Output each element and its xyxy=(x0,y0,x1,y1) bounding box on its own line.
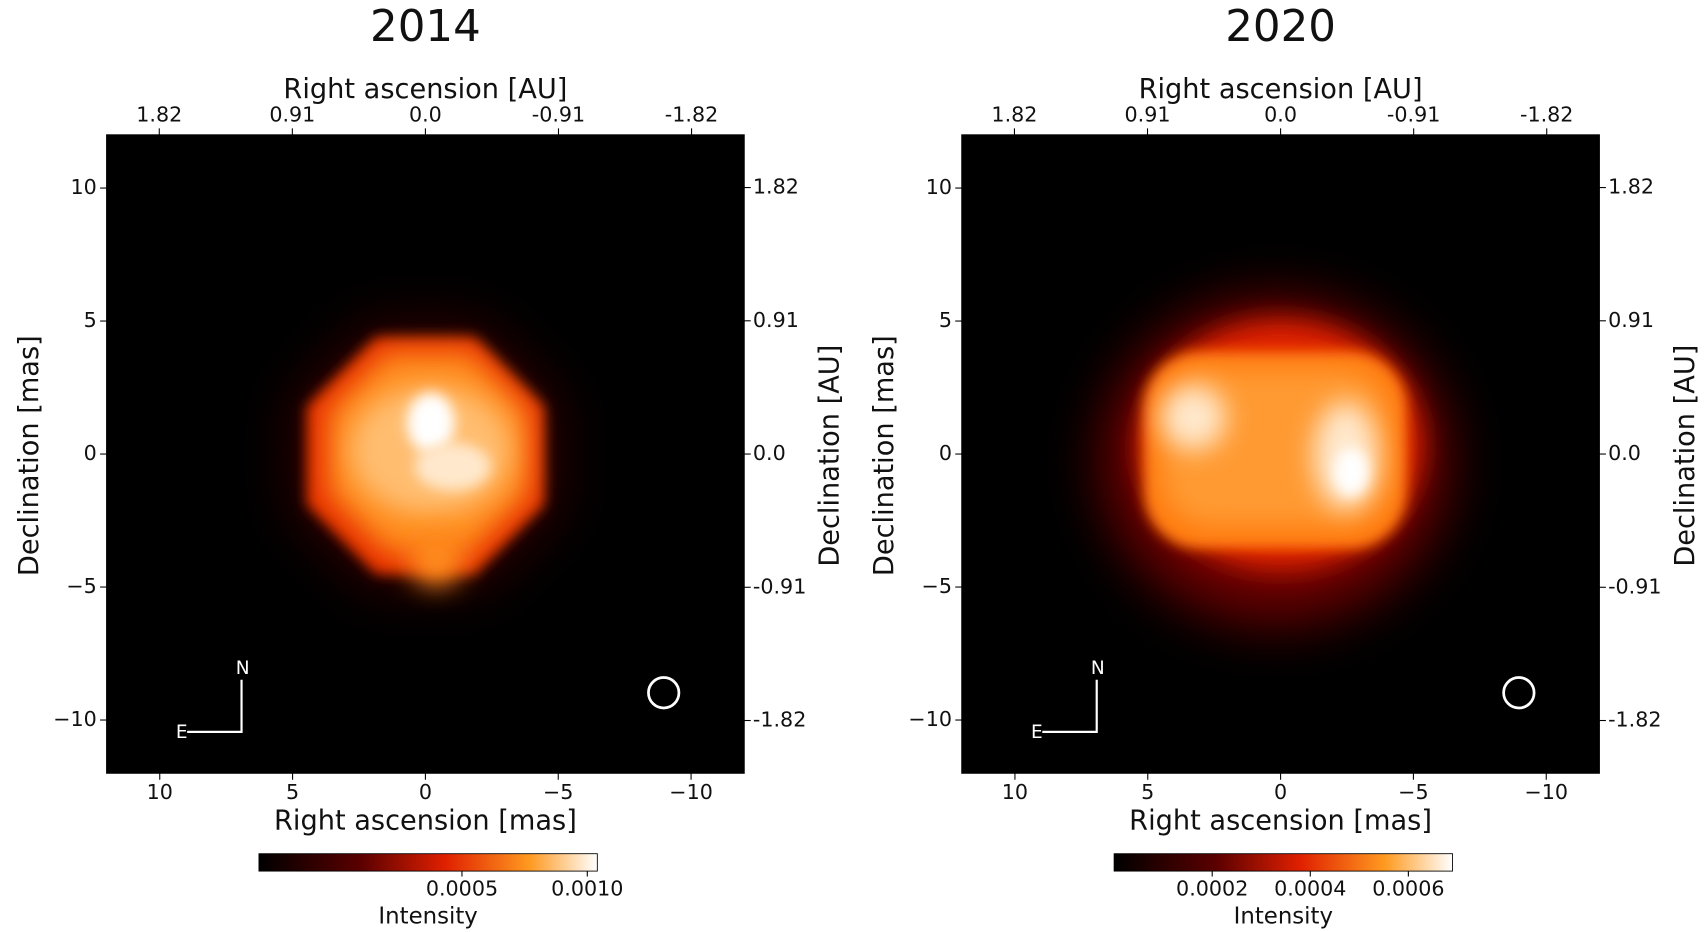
y2-tick-label: -0.91 xyxy=(1608,574,1661,598)
y-tick-label: 0 xyxy=(939,441,952,465)
y-tick-label: 5 xyxy=(939,308,952,332)
y-axis-label: Declination [mas] xyxy=(14,335,45,576)
x-axis-label: Right ascension [mas] xyxy=(1129,806,1432,837)
x-tick-label: −5 xyxy=(1398,780,1428,804)
colorbar-tick-label: 0.0006 xyxy=(1372,877,1444,901)
image-panel xyxy=(107,135,745,773)
x-tick-label: 10 xyxy=(1002,780,1028,804)
emission xyxy=(1334,448,1369,496)
x2-tick-label: 0.91 xyxy=(269,102,315,126)
emission xyxy=(415,443,491,491)
y-tick-label: 5 xyxy=(84,308,97,332)
x-tick-label: −10 xyxy=(669,780,713,804)
colorbar-label: Intensity xyxy=(378,903,477,929)
y-tick-label: 0 xyxy=(84,441,97,465)
figure: N E 2014 Right ascension [AU] Right ascensio… xyxy=(0,0,1706,932)
y2-tick-label: -1.82 xyxy=(1608,708,1661,732)
x2-tick-label: 0.0 xyxy=(409,102,442,126)
y-tick-label: 10 xyxy=(926,175,952,199)
colorbar-tick-label: 0.0005 xyxy=(426,877,498,901)
compass-e: E xyxy=(176,722,188,743)
y2-tick-label: -0.91 xyxy=(753,574,806,598)
emission xyxy=(1161,385,1226,450)
compass-e: E xyxy=(1031,722,1043,743)
x-tick-label: 10 xyxy=(147,780,173,804)
y2-tick-label: 1.82 xyxy=(1608,175,1654,199)
x2-axis-label: Right ascension [AU] xyxy=(1139,74,1423,105)
compass-n: N xyxy=(236,658,250,679)
y-tick-label: −10 xyxy=(908,707,952,731)
colorbar-tick-label: 0.0004 xyxy=(1274,877,1346,901)
compass-n: N xyxy=(1091,658,1105,679)
y-tick-label: 10 xyxy=(71,175,97,199)
colorbar-tick-label: 0.0002 xyxy=(1176,877,1248,901)
x2-tick-label: 0.91 xyxy=(1125,102,1171,126)
x-tick-label: −5 xyxy=(543,780,573,804)
x2-tick-label: -1.82 xyxy=(1520,102,1573,126)
x-tick-label: −10 xyxy=(1524,780,1568,804)
colorbar xyxy=(1114,854,1452,871)
y-axis-label: Declination [mas] xyxy=(869,335,900,576)
x2-tick-label: 1.82 xyxy=(991,102,1037,126)
y2-tick-label: 0.91 xyxy=(1608,308,1654,332)
x-tick-label: 0 xyxy=(1274,780,1287,804)
y2-tick-label: 0.0 xyxy=(1608,441,1641,465)
y2-axis-label: Declination [AU] xyxy=(1670,345,1701,567)
panel-title: 2020 xyxy=(1225,2,1336,52)
x2-axis-label: Right ascension [AU] xyxy=(283,74,567,105)
x2-tick-label: -1.82 xyxy=(665,102,718,126)
y2-tick-label: 1.82 xyxy=(753,175,799,199)
y2-tick-label: 0.91 xyxy=(753,308,799,332)
y2-tick-label: -1.82 xyxy=(753,708,806,732)
x2-tick-label: -0.91 xyxy=(1387,102,1440,126)
colorbar-tick-label: 0.0010 xyxy=(551,877,623,901)
x2-tick-label: 0.0 xyxy=(1264,102,1297,126)
image-panel xyxy=(962,135,1600,773)
x-axis-label: Right ascension [mas] xyxy=(274,806,577,837)
y-tick-label: −5 xyxy=(922,574,952,598)
x-tick-label: 5 xyxy=(1141,780,1154,804)
y-tick-label: −5 xyxy=(66,574,96,598)
x2-tick-label: 1.82 xyxy=(136,102,182,126)
colorbar-label: Intensity xyxy=(1234,903,1333,929)
y2-axis-label: Declination [AU] xyxy=(815,345,846,567)
x2-tick-label: -0.91 xyxy=(532,102,585,126)
y-tick-label: −10 xyxy=(53,707,97,731)
colorbar xyxy=(259,854,597,871)
x-tick-label: 5 xyxy=(286,780,299,804)
y2-tick-label: 0.0 xyxy=(753,441,786,465)
panel-title: 2014 xyxy=(370,2,481,52)
emission xyxy=(409,532,463,586)
page: N E 2014 Right ascension [AU] Right ascensio… xyxy=(0,0,1706,932)
x-tick-label: 0 xyxy=(419,780,432,804)
